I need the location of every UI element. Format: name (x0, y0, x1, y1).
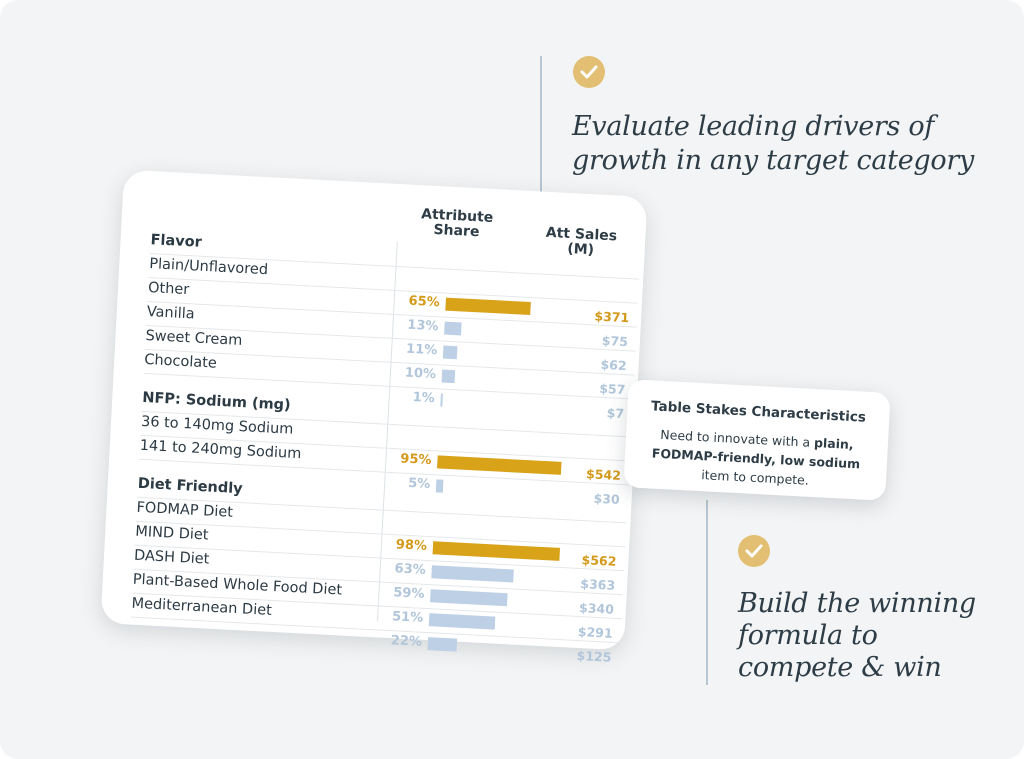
section-title: Flavor (150, 232, 203, 251)
row-label: Sweet Cream (145, 327, 243, 350)
row-label: Chocolate (143, 351, 218, 372)
headline-line: Evaluate leading drivers of (572, 111, 935, 142)
tooltip-title: Table Stakes Characteristics (650, 398, 867, 426)
row-label: MIND Diet (134, 523, 209, 544)
row-label: Plain/Unflavored (148, 256, 269, 279)
header-attribute-share: Attribute Share (401, 206, 512, 242)
tooltip-text-part: item to compete. (700, 467, 810, 488)
divider-line-bottom (706, 500, 708, 685)
row-label: Vanilla (146, 303, 196, 323)
headline-line: formula to (738, 620, 878, 651)
row-label: DASH Diet (133, 547, 210, 568)
check-icon (573, 56, 605, 88)
att-sales-value: $125 (576, 647, 612, 665)
tooltip-text: Need to innovate with a plain, FODMAP-fr… (640, 424, 873, 493)
headline-line: compete & win (738, 652, 942, 683)
headline-line: Build the winning (738, 588, 976, 619)
headline-line: growth in any target category (572, 145, 974, 176)
row-label: 36 to 140mg Sodium (140, 413, 294, 438)
section-title: Diet Friendly (137, 475, 243, 498)
attribute-table-card: Attribute Share Att Sales (M) Flavor Plai… (100, 169, 648, 665)
row-label: FODMAP Diet (136, 499, 234, 521)
section-title: NFP: Sodium (mg) (141, 389, 292, 414)
headline-evaluate: Evaluate leading drivers of growth in an… (572, 110, 974, 178)
divider-line-top (540, 56, 542, 241)
check-icon (738, 535, 770, 567)
row-label: Other (147, 280, 190, 299)
row-label: 141 to 240mg Sodium (139, 437, 302, 463)
table-body: Flavor Plain/Unflavored 65% $371 Other 13% $75… (124, 170, 647, 665)
attribute-share-value: 22% (390, 633, 423, 650)
table-stakes-tooltip: Table Stakes Characteristics Need to inn… (623, 379, 891, 501)
row-label: Mediterranean Diet (131, 595, 273, 619)
share-bar (427, 637, 458, 652)
headline-build: Build the winning formula to compete & w… (738, 588, 976, 684)
